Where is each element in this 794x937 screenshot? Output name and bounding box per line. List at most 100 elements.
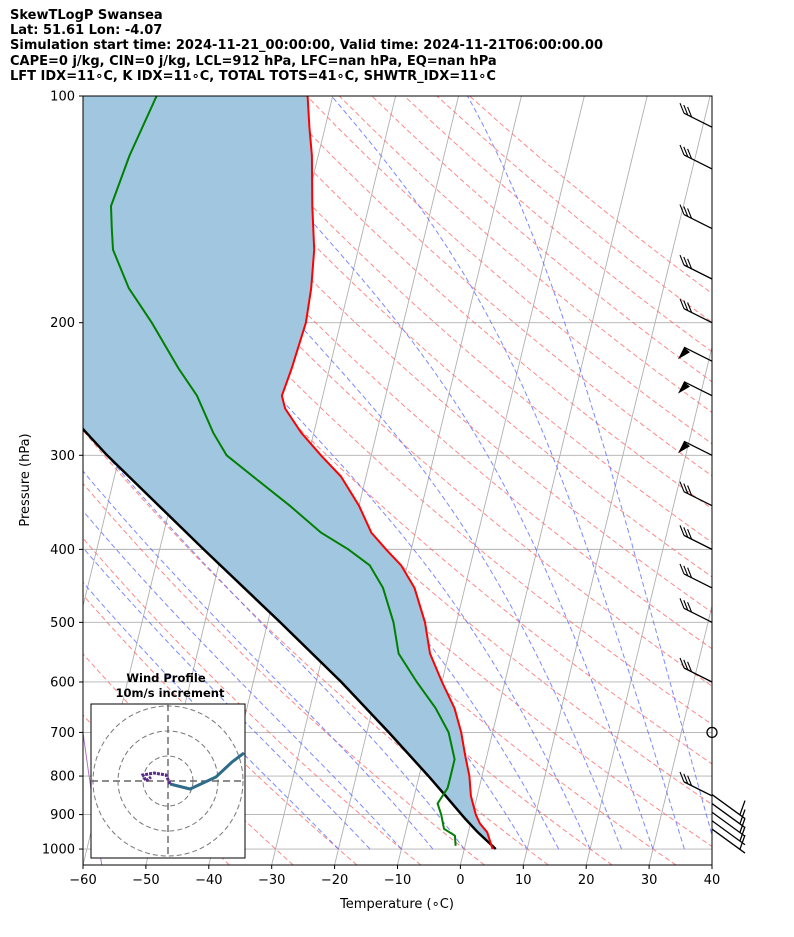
wind-barb-feather: [679, 298, 685, 309]
y-tick-label: 100: [50, 90, 75, 105]
y-tick-label: 1000: [42, 843, 75, 858]
x-tick-label: −50: [132, 873, 159, 888]
isotherm-line: [711, 863, 712, 865]
x-tick-label: 30: [641, 873, 658, 888]
wind-barb: [683, 264, 713, 280]
wind-barb: [683, 573, 713, 589]
moist-adiabat-line: [83, 426, 465, 850]
x-axis-label: Temperature (∘C): [339, 897, 454, 912]
wind-barb-feather: [687, 258, 693, 270]
dry-adiabat-line: [176, 96, 712, 578]
dry-adiabat-line: [83, 594, 358, 865]
wind-barb: [711, 811, 746, 837]
dry-adiabat-line: [273, 96, 712, 477]
location-line: Lat: 51.61 Lon: -4.07: [10, 23, 163, 39]
wind-barb-feather: [683, 256, 689, 268]
y-tick-label: 300: [50, 449, 75, 464]
y-tick-label: 900: [50, 808, 75, 823]
wind-barb: [683, 381, 713, 397]
hodograph-inset: Wind Profile 10m/s increment: [90, 671, 246, 859]
wind-barb-feather: [679, 254, 685, 266]
x-tick-label: 10: [515, 873, 532, 888]
wind-pennant: [678, 381, 690, 394]
wind-barb-feather: [679, 144, 685, 156]
dry-adiabat-line: [143, 96, 712, 613]
wind-barb: [683, 308, 713, 324]
isotherm-line: [271, 96, 459, 865]
y-tick-label: 600: [50, 675, 75, 690]
moist-adiabat-line: [331, 96, 685, 850]
wind-barb-feather: [687, 106, 693, 118]
wind-barb-feather: [679, 598, 685, 609]
x-tick-label: 20: [578, 873, 595, 888]
hodograph-trace-upper: [140, 771, 172, 785]
chart-title: SkewTLogP Swansea: [10, 8, 163, 23]
wind-barb-feather: [687, 567, 693, 578]
wind-barb: [711, 794, 746, 820]
isotherm-line: [585, 345, 712, 865]
wind-barb-feather: [679, 771, 685, 783]
moist-adiabat-line: [83, 470, 434, 850]
moist-adiabat-line: [467, 96, 712, 838]
hodograph-trace-lower: [169, 751, 245, 791]
y-tick-label: 500: [50, 616, 75, 631]
y-tick-label: 400: [50, 543, 75, 558]
wind-barbs: [678, 102, 746, 854]
x-tick-label: 40: [704, 873, 721, 888]
wind-barb: [683, 781, 713, 797]
isotherm-line: [0, 96, 81, 865]
dry-adiabat-line: [208, 96, 712, 544]
wind-barb: [683, 154, 713, 170]
wind-barb-feather: [683, 206, 689, 217]
x-tick-label: 0: [456, 873, 464, 888]
x-tick-label: −20: [321, 873, 348, 888]
wind-barb-feather: [687, 775, 693, 786]
wind-barb-feather: [679, 102, 685, 114]
wind-barb: [711, 803, 746, 829]
wind-barb-feather: [683, 527, 689, 538]
wind-barb-feather: [687, 601, 693, 613]
isotherm-line: [0, 96, 18, 865]
wind-barb-feather: [687, 148, 693, 159]
moist-adiabat-line: [103, 96, 622, 850]
wind-barb-feather: [683, 659, 689, 671]
indices-line-2: LFT IDX=11∘C, K IDX=11∘C, TOTAL TOTS=41∘…: [10, 68, 496, 84]
wind-barb-flag: [739, 834, 746, 850]
moist-adiabat-line: [83, 581, 339, 850]
wind-barb-feather: [683, 146, 689, 158]
isotherm-line: [459, 96, 648, 865]
dry-adiabat-line: [338, 96, 712, 414]
wind-barb-feather: [679, 481, 685, 492]
wind-pennant: [678, 441, 690, 454]
wind-barb-feather: [679, 657, 685, 669]
moist-adiabat-line: [201, 96, 654, 850]
cape-shade-layer: [83, 96, 496, 849]
wind-barb-feather: [687, 485, 693, 496]
moist-adiabat-line: [83, 546, 371, 850]
isotherm-line: [648, 604, 712, 865]
wind-barb: [683, 607, 713, 623]
wind-barb: [683, 491, 713, 507]
indices-line-1: CAPE=0 j/kg, CIN=0 j/kg, LCL=912 hPa, LF…: [10, 53, 497, 69]
parcel-profile-line: [83, 427, 497, 850]
isotherm-line: [775, 96, 794, 865]
wind-barb: [711, 828, 746, 854]
moist-adiabat-line: [83, 510, 402, 850]
x-tick-label: −40: [195, 873, 222, 888]
dry-adiabat-line: [306, 96, 712, 445]
dewpoint-line: [109, 96, 457, 846]
wind-barb: [683, 534, 713, 550]
wind-barb-feather: [683, 300, 689, 311]
wind-barb-feather: [683, 104, 689, 116]
wind-barb: [683, 214, 713, 230]
chart-header: SkewTLogP Swansea Lat: 51.61 Lon: -4.07 …: [10, 8, 603, 84]
wind-barb-feather: [683, 600, 689, 611]
cin-shade: [83, 96, 496, 849]
wind-barb-feather: [683, 565, 689, 577]
mixing-ratio-line: [0, 96, 14, 865]
wind-barb: [683, 667, 713, 683]
wind-barb-feather: [679, 563, 685, 575]
profile-layer: [83, 96, 497, 850]
hodograph-subtitle: 10m/s increment: [116, 686, 225, 700]
isotherm-line: [334, 96, 522, 865]
